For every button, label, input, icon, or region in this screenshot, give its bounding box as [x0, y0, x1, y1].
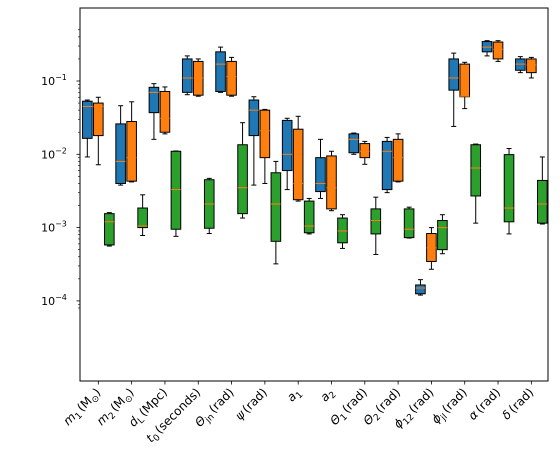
box-body	[115, 123, 126, 184]
box-body	[526, 58, 537, 74]
box-8-series-0	[348, 132, 360, 155]
box-body	[226, 60, 237, 96]
x-tick-label: ϕjl(rad)	[429, 385, 472, 428]
box-body	[303, 200, 315, 234]
box-body	[248, 99, 260, 137]
box-12-series-1	[492, 40, 504, 62]
box-body	[403, 208, 415, 239]
box-12-series-0	[481, 40, 493, 57]
box-9-series-1	[392, 133, 404, 183]
box-5-series-2	[270, 160, 282, 265]
box-7-series-1	[326, 150, 337, 212]
box-body	[381, 140, 393, 191]
box-body	[492, 41, 504, 60]
box-1-series-1	[126, 101, 137, 183]
box-9-series-0	[381, 136, 393, 194]
y-tick-label: 10−3	[41, 220, 67, 235]
box-13-series-2	[537, 156, 548, 225]
box-2-series-2	[170, 150, 182, 237]
box-body	[348, 133, 360, 154]
box-3-series-0	[181, 55, 193, 96]
box-2-series-0	[148, 83, 160, 140]
box-7-series-2	[337, 214, 348, 249]
box-body	[170, 150, 182, 230]
box-body	[137, 207, 148, 229]
box-11-series-0	[448, 52, 460, 127]
box-13-series-0	[515, 56, 526, 74]
box-body	[370, 208, 382, 235]
box-body	[503, 154, 515, 223]
box-1-series-0	[115, 105, 126, 186]
box-3-series-2	[203, 177, 215, 235]
y-tick-label: 10−4	[41, 293, 67, 308]
box-9-series-2	[403, 206, 415, 239]
box-2-series-1	[159, 86, 171, 135]
x-tick-label: α(rad)	[466, 385, 504, 423]
y-axis: 10−4 10−3 10−2 10−1	[41, 29, 80, 309]
box-body	[315, 157, 326, 193]
box-4-series-2	[237, 122, 248, 219]
box-body	[181, 58, 193, 93]
box-body	[326, 155, 337, 210]
box-body	[437, 219, 448, 251]
box-body	[259, 109, 271, 159]
box-6-series-0	[281, 117, 293, 191]
box-11-series-2	[470, 143, 482, 224]
box-10-series-2	[437, 214, 448, 255]
box-body	[126, 121, 137, 182]
box-body	[392, 138, 404, 182]
box-body	[359, 143, 371, 159]
plot-content	[82, 40, 548, 296]
x-tick-label: ψ(rad)	[232, 385, 270, 423]
box-5-series-0	[248, 96, 260, 186]
box-0-series-1	[93, 96, 104, 166]
box-11-series-1	[459, 61, 471, 110]
box-body	[537, 179, 548, 224]
plot-frame	[79, 7, 549, 382]
box-body	[93, 102, 104, 137]
box-body	[215, 51, 226, 92]
box-body	[415, 284, 426, 295]
box-1-series-2	[137, 194, 148, 237]
box-5-series-1	[259, 108, 271, 184]
box-body	[148, 86, 160, 114]
x-tick-label: m2(M⊙)	[94, 385, 139, 430]
box-10-series-0	[415, 279, 426, 296]
x-axis: m1(M⊙)m2(M⊙)dL(Mpc)t0(seconds)Θjn(rad)ψ(…	[61, 381, 536, 445]
box-body	[82, 100, 93, 139]
box-4-series-1	[226, 56, 237, 97]
box-0-series-2	[104, 212, 115, 247]
box-12-series-2	[503, 147, 515, 235]
box-body	[470, 144, 482, 197]
box-body	[448, 58, 460, 91]
box-body	[270, 172, 282, 242]
box-body	[104, 213, 115, 246]
box-13-series-1	[526, 56, 537, 79]
y-tick-label: 10−1	[41, 73, 67, 88]
box-0-series-0	[82, 99, 93, 158]
box-8-series-2	[370, 196, 382, 255]
box-4-series-0	[215, 46, 226, 93]
x-tick-label: a2	[317, 385, 338, 406]
box-body	[337, 217, 348, 244]
box-body	[281, 119, 293, 172]
y-tick-label: 10−2	[41, 146, 67, 161]
box-7-series-0	[315, 138, 326, 199]
box-body	[459, 63, 471, 98]
x-tick-label: a1	[284, 385, 305, 406]
box-body	[159, 90, 171, 133]
box-body	[292, 128, 304, 201]
box-3-series-1	[192, 58, 204, 97]
box-6-series-1	[292, 115, 304, 202]
box-6-series-2	[303, 197, 315, 235]
box-10-series-1	[426, 227, 437, 270]
box-body	[515, 58, 526, 71]
box-8-series-1	[359, 140, 371, 165]
x-tick-label: δ(rad)	[499, 385, 536, 422]
box-body	[237, 144, 248, 215]
